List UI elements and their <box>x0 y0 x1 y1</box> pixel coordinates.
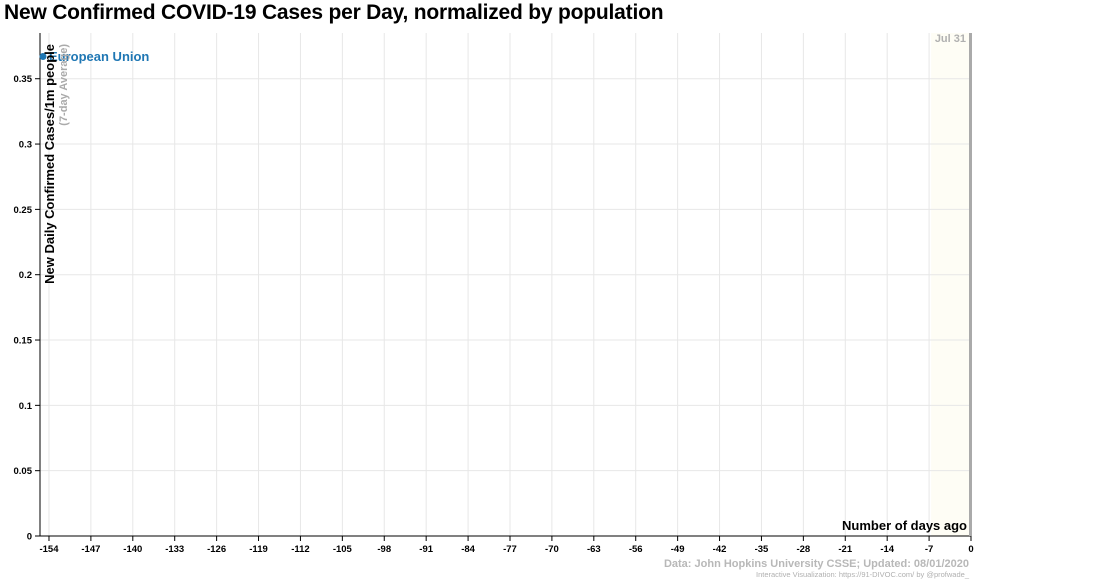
x-tick-label: -35 <box>755 544 769 555</box>
x-tick-label: -133 <box>165 544 184 555</box>
x-tick-label: -91 <box>419 544 433 555</box>
x-tick-label: -42 <box>713 544 727 555</box>
x-tick-label: -7 <box>925 544 933 555</box>
plot-background <box>40 33 971 536</box>
x-tick-label: -70 <box>545 544 559 555</box>
x-tick-label: -119 <box>249 544 268 555</box>
x-tick-label: -140 <box>123 544 142 555</box>
y-tick-label: 0 <box>27 532 32 543</box>
data-source-credit: Data: John Hopkins University CSSE; Upda… <box>664 558 969 570</box>
latest-day-shade <box>931 33 971 536</box>
end-date-bar <box>969 33 972 536</box>
y-axis-sublabel: (7-day Average) <box>58 44 70 126</box>
series-point <box>39 53 47 61</box>
x-tick-label: -112 <box>291 544 310 555</box>
x-axis-label: Number of days ago <box>842 518 967 533</box>
x-tick-label: -147 <box>81 544 100 555</box>
axes: -154 -147 -140 -133 -126 -119 -112 -105 -98 -91 -8… <box>14 33 974 555</box>
y-tick-label: 0.35 <box>14 74 33 85</box>
x-tick-label: -98 <box>377 544 391 555</box>
x-tick-label: -56 <box>629 544 643 555</box>
x-tick-label: -21 <box>838 544 852 555</box>
y-tick-label: 0.25 <box>14 205 33 216</box>
x-tick-label: -84 <box>461 544 475 555</box>
y-tick-label: 0.15 <box>14 336 33 347</box>
y-tick-label: 0.3 <box>19 140 32 151</box>
x-tick-label: -154 <box>39 544 59 555</box>
x-tick-label: -126 <box>207 544 226 555</box>
visualization-credit[interactable]: Interactive Visualization: https://91-DI… <box>756 570 970 579</box>
series-layer: European Union <box>39 49 149 64</box>
y-tick-label: 0.2 <box>19 270 32 281</box>
x-tick-label: -105 <box>333 544 353 555</box>
series-label: European Union <box>49 49 149 64</box>
chart-title: New Confirmed COVID-19 Cases per Day, no… <box>4 1 664 24</box>
x-tick-label: -77 <box>503 544 517 555</box>
x-tick-label: -63 <box>587 544 601 555</box>
x-tick-label: -14 <box>880 544 894 555</box>
date-marker-label: Jul 31 <box>935 33 966 45</box>
x-tick-label: 0 <box>968 544 973 555</box>
y-tick-label: 0.1 <box>19 401 33 412</box>
y-axis-label: New Daily Confirmed Cases/1m people <box>42 44 57 284</box>
x-tick-label: -49 <box>671 544 685 555</box>
x-tick-label: -28 <box>796 544 810 555</box>
y-tick-label: 0.05 <box>14 466 33 477</box>
